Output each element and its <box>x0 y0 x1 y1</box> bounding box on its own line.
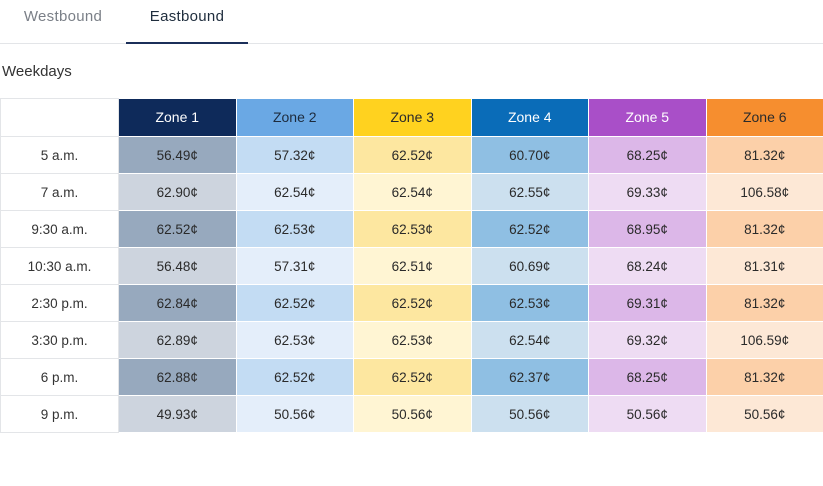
table-row: 3:30 p.m. 62.89¢ 62.53¢ 62.53¢ 62.54¢ 69.32¢ 1… <box>0 321 823 359</box>
departure-time-cell: 6 p.m. <box>0 358 119 396</box>
direction-tabs: Westbound Eastbound <box>0 0 823 44</box>
table-row: 7 a.m. 62.90¢ 62.54¢ 62.54¢ 62.55¢ 69.33¢ 106.… <box>0 173 823 211</box>
fare-cell-zone-5: 69.33¢ <box>588 173 707 211</box>
zone-4-header: Zone 4 <box>471 98 589 137</box>
tab-westbound[interactable]: Westbound <box>23 8 103 25</box>
fare-cell-zone-5: 68.25¢ <box>588 358 707 396</box>
fare-cell-zone-4: 62.53¢ <box>471 284 589 322</box>
fare-cell-zone-5: 69.32¢ <box>588 321 707 359</box>
fare-cell-zone-4: 62.52¢ <box>471 210 589 248</box>
table-row: 6 p.m. 62.88¢ 62.52¢ 62.52¢ 62.37¢ 68.25¢ 81.3… <box>0 358 823 396</box>
fare-cell-zone-3: 62.52¢ <box>353 136 472 174</box>
fare-cell-zone-1: 56.49¢ <box>118 136 237 174</box>
fare-cell-zone-2: 62.53¢ <box>236 321 354 359</box>
zone-2-header: Zone 2 <box>236 98 354 137</box>
fare-cell-zone-5: 68.24¢ <box>588 247 707 285</box>
departure-time-cell: 5 a.m. <box>0 136 119 174</box>
fare-cell-zone-6: 81.32¢ <box>706 210 823 248</box>
table-row: 5 a.m. 56.49¢ 57.32¢ 62.52¢ 60.70¢ 68.25¢ 81.3… <box>0 136 823 174</box>
fare-cell-zone-4: 62.37¢ <box>471 358 589 396</box>
fare-cell-zone-1: 62.90¢ <box>118 173 237 211</box>
tab-eastbound[interactable]: Eastbound <box>126 0 248 44</box>
fare-cell-zone-4: 60.69¢ <box>471 247 589 285</box>
fare-cell-zone-6: 81.32¢ <box>706 136 823 174</box>
fare-cell-zone-3: 62.52¢ <box>353 284 472 322</box>
fare-cell-zone-1: 62.84¢ <box>118 284 237 322</box>
zone-5-header: Zone 5 <box>588 98 707 137</box>
fare-cell-zone-2: 50.56¢ <box>236 395 354 433</box>
fare-cell-zone-5: 68.95¢ <box>588 210 707 248</box>
fare-cell-zone-5: 69.31¢ <box>588 284 707 322</box>
fare-cell-zone-1: 49.93¢ <box>118 395 237 433</box>
fare-cell-zone-6: 50.56¢ <box>706 395 823 433</box>
departure-time-cell: 3:30 p.m. <box>0 321 119 359</box>
departure-time-cell: 7 a.m. <box>0 173 119 211</box>
fare-cell-zone-1: 56.48¢ <box>118 247 237 285</box>
fare-cell-zone-5: 50.56¢ <box>588 395 707 433</box>
fare-cell-zone-6: 81.31¢ <box>706 247 823 285</box>
table-row: 9:30 a.m. 62.52¢ 62.53¢ 62.53¢ 62.52¢ 68.95¢ 8… <box>0 210 823 248</box>
zone-3-header: Zone 3 <box>353 98 472 137</box>
fare-cell-zone-3: 62.52¢ <box>353 358 472 396</box>
fare-cell-zone-6: 106.58¢ <box>706 173 823 211</box>
fare-cell-zone-3: 62.53¢ <box>353 210 472 248</box>
fare-cell-zone-2: 62.52¢ <box>236 358 354 396</box>
fare-cell-zone-5: 68.25¢ <box>588 136 707 174</box>
fare-cell-zone-4: 50.56¢ <box>471 395 589 433</box>
zone-6-header: Zone 6 <box>706 98 823 137</box>
fare-cell-zone-4: 60.70¢ <box>471 136 589 174</box>
section-title-weekdays: Weekdays <box>2 63 72 80</box>
fare-cell-zone-2: 57.31¢ <box>236 247 354 285</box>
fare-cell-zone-3: 62.51¢ <box>353 247 472 285</box>
fare-cell-zone-2: 62.54¢ <box>236 173 354 211</box>
table-header-row: Zone 1 Zone 2 Zone 3 Zone 4 Zone 5 Zone … <box>0 98 823 137</box>
fare-cell-zone-3: 62.54¢ <box>353 173 472 211</box>
table-row: 10:30 a.m. 56.48¢ 57.31¢ 62.51¢ 60.69¢ 68.24¢… <box>0 247 823 285</box>
fare-cell-zone-1: 62.88¢ <box>118 358 237 396</box>
fare-table-body: 5 a.m. 56.49¢ 57.32¢ 62.52¢ 60.70¢ 68.25¢ 81.3… <box>0 136 823 433</box>
table-corner-cell <box>0 98 119 137</box>
fare-cell-zone-3: 50.56¢ <box>353 395 472 433</box>
fare-cell-zone-2: 57.32¢ <box>236 136 354 174</box>
fare-cell-zone-6: 81.32¢ <box>706 284 823 322</box>
fare-cell-zone-1: 62.89¢ <box>118 321 237 359</box>
departure-time-cell: 9:30 a.m. <box>0 210 119 248</box>
fare-cell-zone-6: 106.59¢ <box>706 321 823 359</box>
fare-cell-zone-4: 62.54¢ <box>471 321 589 359</box>
table-row: 9 p.m. 49.93¢ 50.56¢ 50.56¢ 50.56¢ 50.56¢ 50.5… <box>0 395 823 433</box>
fare-cell-zone-3: 62.53¢ <box>353 321 472 359</box>
zone-1-header: Zone 1 <box>118 98 237 137</box>
table-row: 2:30 p.m. 62.84¢ 62.52¢ 62.52¢ 62.53¢ 69.31¢ 8… <box>0 284 823 322</box>
fare-cell-zone-6: 81.32¢ <box>706 358 823 396</box>
fare-cell-zone-2: 62.53¢ <box>236 210 354 248</box>
departure-time-cell: 9 p.m. <box>0 395 119 433</box>
departure-time-cell: 10:30 a.m. <box>0 247 119 285</box>
departure-time-cell: 2:30 p.m. <box>0 284 119 322</box>
fare-cell-zone-2: 62.52¢ <box>236 284 354 322</box>
fare-cell-zone-1: 62.52¢ <box>118 210 237 248</box>
fare-table: Zone 1 Zone 2 Zone 3 Zone 4 Zone 5 Zone … <box>0 98 823 433</box>
fare-cell-zone-4: 62.55¢ <box>471 173 589 211</box>
